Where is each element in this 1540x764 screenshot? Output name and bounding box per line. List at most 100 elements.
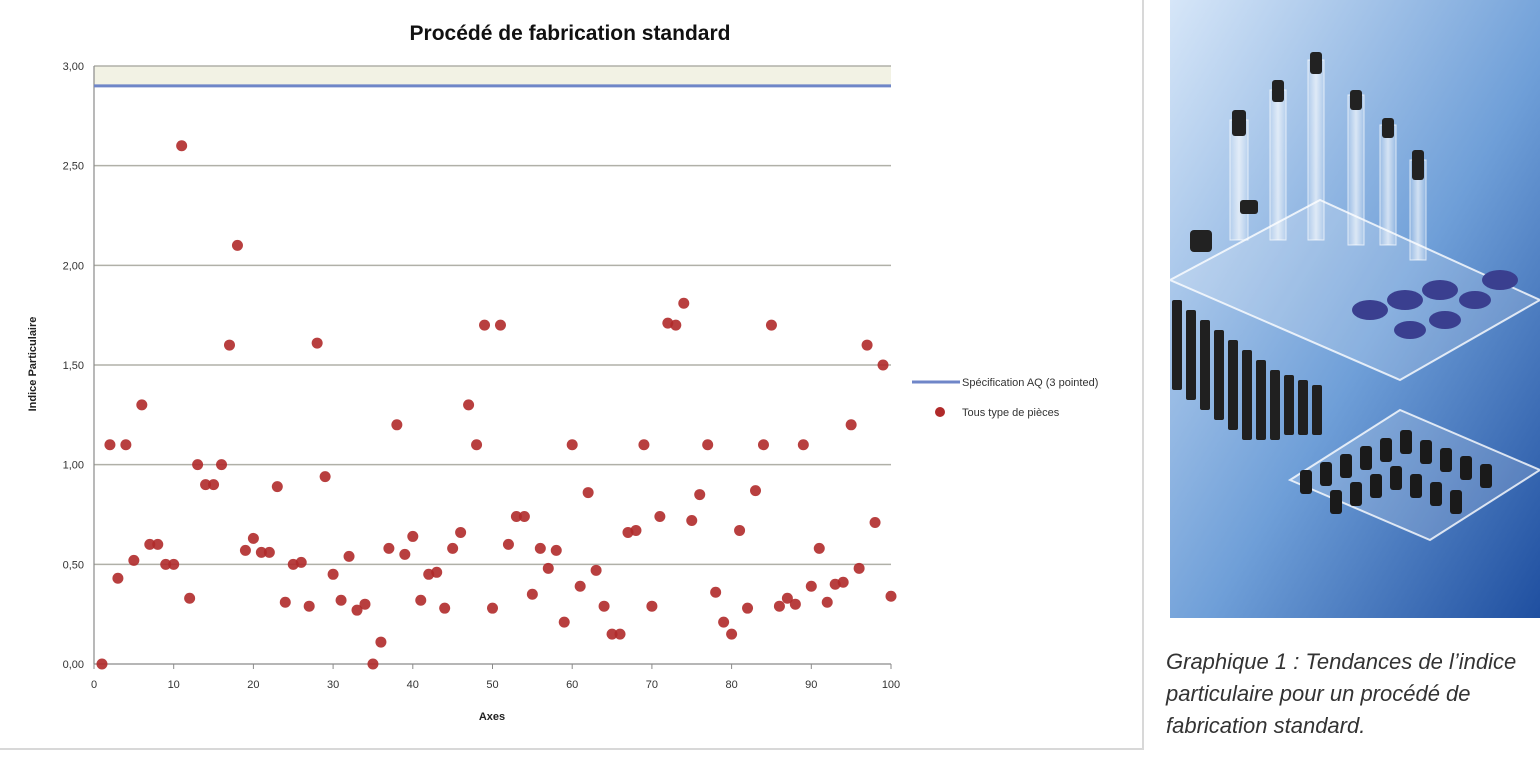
- data-point: [96, 658, 108, 670]
- y-tick-label: 1,00: [63, 460, 84, 472]
- data-point: [415, 594, 427, 606]
- data-point: [654, 510, 666, 522]
- x-tick-label: 60: [566, 679, 578, 691]
- data-point: [550, 544, 562, 556]
- y-tick-label: 0,00: [63, 659, 84, 671]
- data-point: [837, 576, 849, 588]
- data-point: [598, 600, 610, 612]
- data-point: [192, 459, 204, 471]
- x-tick-label: 30: [327, 679, 339, 691]
- data-point: [463, 399, 475, 411]
- data-point: [200, 479, 212, 491]
- data-point: [263, 546, 275, 558]
- data-point: [431, 566, 443, 578]
- data-point: [335, 594, 347, 606]
- data-point: [351, 604, 363, 616]
- top-band: [94, 66, 891, 86]
- data-point: [734, 524, 746, 536]
- data-point: [542, 562, 554, 574]
- x-tick-label: 20: [247, 679, 259, 691]
- chart-title: Procédé de fabrication standard: [410, 22, 731, 45]
- data-point: [726, 628, 738, 640]
- x-tick-labels: 0 10 20 30 40 50 60 70 80 90 100: [91, 664, 900, 691]
- y-axis-label: Indice Particulaire: [27, 317, 39, 412]
- data-point: [630, 524, 642, 536]
- data-point: [176, 140, 188, 152]
- data-point: [590, 564, 602, 576]
- data-point: [128, 554, 140, 566]
- data-points: [96, 140, 897, 670]
- y-tick-label: 3,00: [63, 61, 84, 73]
- data-point: [534, 542, 546, 554]
- y-tick-labels: 0,00 0,50 1,00 1,50 2,00 2,50 3,00: [63, 61, 84, 671]
- data-point: [319, 471, 331, 483]
- data-point: [877, 359, 889, 371]
- x-tick-label: 40: [407, 679, 419, 691]
- data-point: [311, 337, 323, 349]
- data-point: [120, 439, 132, 451]
- data-point: [797, 439, 809, 451]
- data-point: [805, 580, 817, 592]
- data-point: [231, 239, 243, 251]
- data-point: [646, 600, 658, 612]
- legend-scatter-swatch: [935, 407, 945, 417]
- chart-panel: Procédé de fabrication standard 0,00 0,50…: [0, 0, 1144, 750]
- data-point: [781, 592, 793, 604]
- data-point: [494, 319, 506, 331]
- data-point: [471, 439, 483, 451]
- data-point: [566, 439, 578, 451]
- data-point: [718, 616, 730, 628]
- data-point: [813, 542, 825, 554]
- data-point: [487, 602, 498, 614]
- data-point: [208, 479, 220, 491]
- data-point: [279, 596, 291, 608]
- data-point: [750, 485, 762, 497]
- data-point: [295, 556, 307, 568]
- data-point: [670, 319, 682, 331]
- data-point: [255, 546, 267, 558]
- data-point: [510, 510, 522, 522]
- x-tick-label: 50: [486, 679, 498, 691]
- data-point: [375, 636, 387, 648]
- data-point: [455, 526, 467, 538]
- data-point: [223, 339, 235, 351]
- x-tick-label: 80: [725, 679, 737, 691]
- x-tick-label: 10: [168, 679, 180, 691]
- data-point: [136, 399, 148, 411]
- legend: Spécification AQ (3 pointed) Tous type d…: [912, 377, 1098, 419]
- data-point: [853, 562, 865, 574]
- scatter-chart: Procédé de fabrication standard 0,00 0,50…: [27, 22, 1099, 723]
- data-point: [152, 538, 164, 550]
- data-point: [686, 514, 698, 526]
- data-point: [638, 439, 650, 451]
- y-tick-label: 2,00: [63, 260, 84, 272]
- x-tick-label: 100: [882, 679, 900, 691]
- data-point: [606, 628, 618, 640]
- data-point: [869, 516, 881, 528]
- data-point: [702, 439, 714, 451]
- data-point: [303, 600, 315, 612]
- figure-caption: Graphique 1 : Tendances de l’indice part…: [1166, 649, 1517, 738]
- data-point: [502, 538, 514, 550]
- data-point: [614, 628, 626, 640]
- x-tick-label: 90: [805, 679, 817, 691]
- legend-spec-label: Spécification AQ (3 pointed): [962, 377, 1098, 389]
- data-point: [383, 542, 395, 554]
- data-point: [168, 558, 180, 570]
- y-tick-label: 2,50: [63, 161, 84, 173]
- data-point: [184, 592, 196, 604]
- data-point: [104, 439, 116, 451]
- legend-scatter-label: Tous type de pièces: [962, 407, 1060, 419]
- data-point: [247, 532, 259, 544]
- data-point: [359, 598, 371, 610]
- x-axis-label: Axes: [479, 711, 505, 723]
- data-point: [479, 319, 491, 331]
- data-point: [439, 602, 451, 614]
- data-point: [160, 558, 172, 570]
- y-tick-label: 1,50: [63, 360, 84, 372]
- x-tick-label: 0: [91, 679, 97, 691]
- data-point: [367, 658, 379, 670]
- data-point: [343, 550, 355, 562]
- data-point: [757, 439, 769, 451]
- data-point: [526, 588, 538, 600]
